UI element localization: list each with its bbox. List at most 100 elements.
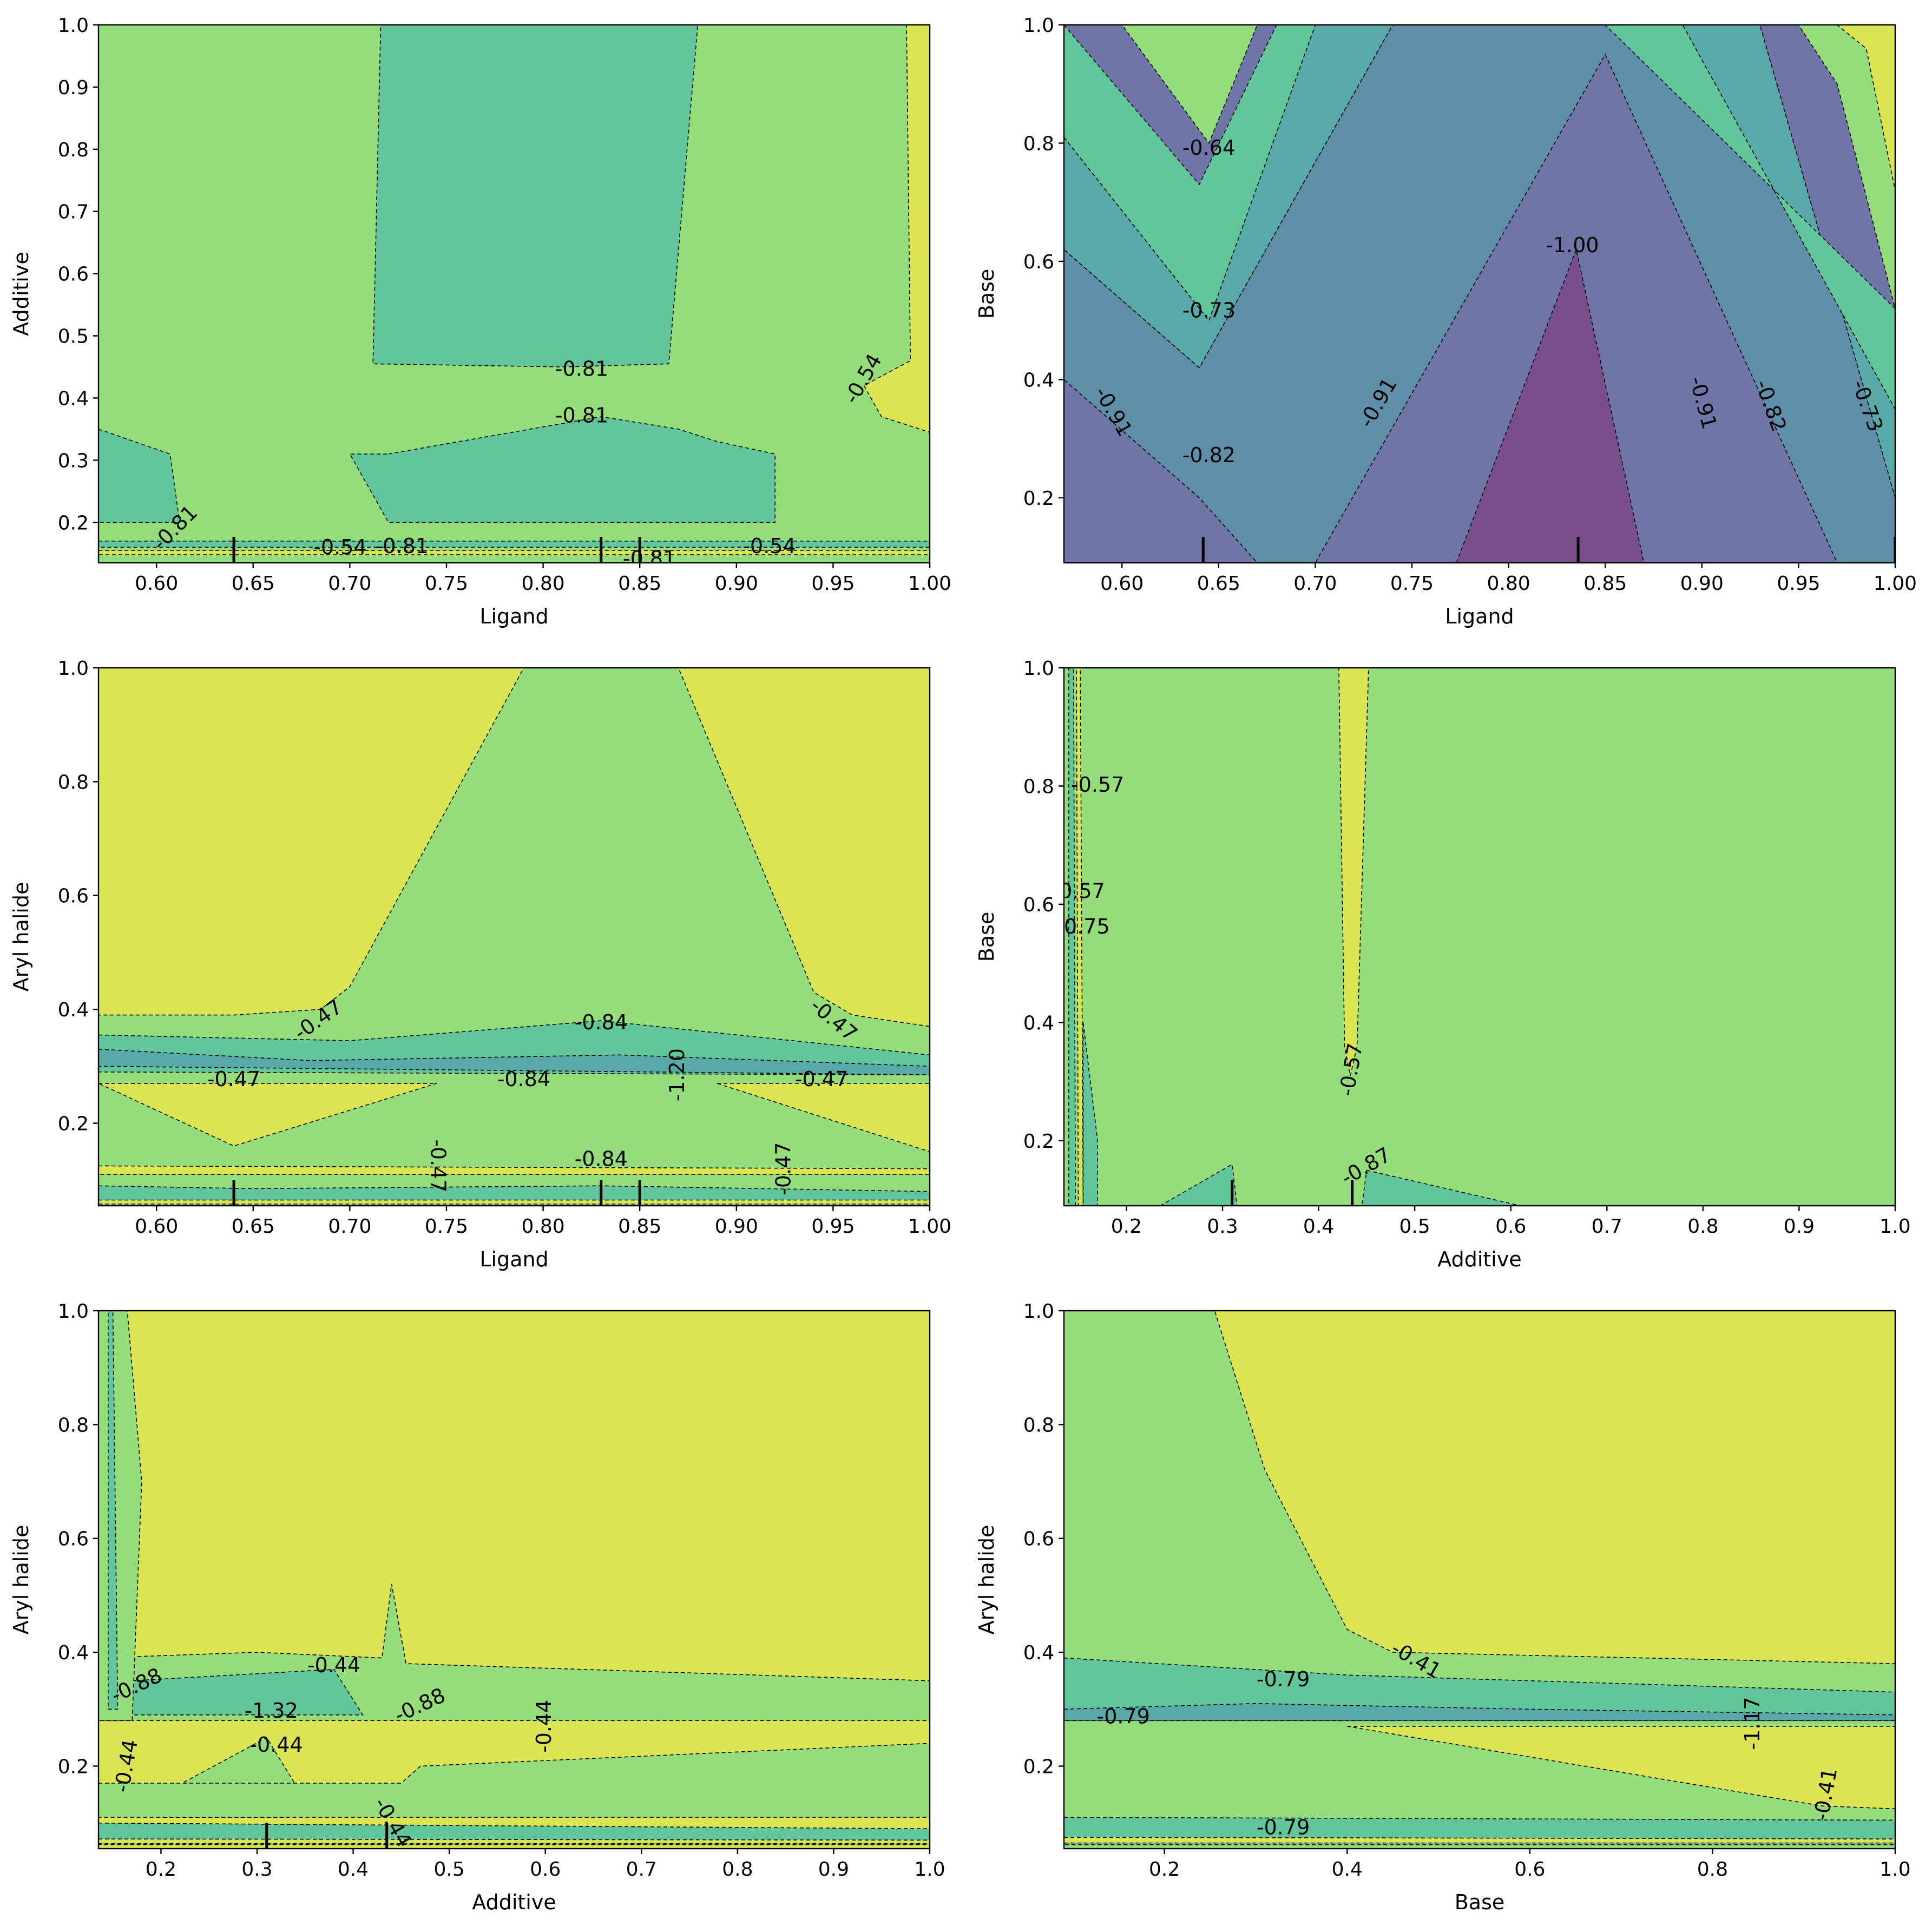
x-tick-label: 0.65 — [232, 1215, 275, 1238]
contour-region-7 — [1456, 249, 1644, 563]
y-tick-label: 0.3 — [58, 450, 89, 472]
x-tick-label: 0.95 — [811, 1215, 855, 1238]
contour-label-3: -0.75 — [1056, 915, 1109, 938]
contour-line-6 — [1082, 1022, 1098, 1206]
contour-region-9 — [98, 1200, 930, 1204]
y-tick-label: 0.6 — [1023, 1528, 1054, 1550]
x-tick-label: 0.6 — [1514, 1858, 1545, 1881]
x-tick-label: 1.0 — [914, 1858, 945, 1881]
x-tick-label: 0.80 — [522, 573, 565, 595]
y-tick-label: 0.2 — [1023, 1756, 1054, 1778]
contour-line-7 — [1456, 248, 1645, 563]
plot-area: -0.57-0.57-0.75-0.57-0.87 — [1056, 668, 1895, 1206]
contour-region-5 — [98, 541, 930, 548]
contour-line-2 — [1064, 1657, 1895, 1721]
y-tick-label: 1.0 — [1023, 658, 1054, 680]
x-tick-label: 0.7 — [626, 1858, 657, 1881]
x-tick-label: 0.90 — [715, 1215, 758, 1238]
contour-label-3: -1.32 — [245, 1699, 298, 1723]
x-tick-label: 0.5 — [1399, 1215, 1430, 1238]
contour-region-6 — [1083, 1022, 1098, 1206]
contour-label-2: -0.79 — [1257, 1667, 1310, 1691]
contour-region-5 — [1798, 25, 1895, 309]
plot-area: -0.47 -0.84 -0.47 -0.47 -0.84 -1.20 -0.47 -0.84… — [98, 668, 930, 1206]
contour-label-8: -0.81 — [623, 547, 676, 570]
x-tick-label: 0.85 — [618, 573, 661, 595]
y-tick-label: 0.6 — [1023, 251, 1054, 273]
contour-panel-6: -0.41-0.79-0.79 -1.17-0.41-0.790.2 0.4 0.6 0… — [975, 1300, 1911, 1914]
y-axis-label: Additive — [9, 252, 33, 336]
contour-panel-1: -0.81-0.81-0.54-0.81 -0.54 -0.81 -0.54-0.81… — [9, 15, 951, 628]
contour-panel-4: -0.57-0.57-0.75-0.57-0.870.2 0.3 0.4 0.5 0.6… — [975, 658, 1911, 1271]
y-tick-label: 0.8 — [58, 771, 89, 793]
contour-line-1 — [1338, 668, 1369, 1076]
contour-label-6: -0.79 — [1257, 1816, 1310, 1839]
contour-line-3 — [1064, 25, 1895, 410]
y-tick-label: 0.6 — [1023, 894, 1054, 916]
x-tick-label: 0.8 — [1697, 1858, 1728, 1881]
contour-panel-2: -0.64-0.73-1.00-0.91-0.82-0.91 -0.91 -0.82… — [975, 15, 1917, 628]
x-tick-label: 0.8 — [722, 1858, 753, 1881]
contour-panel-5: -0.44-0.88-1.32 -0.88 -0.44-0.44-0.44-0.44… — [9, 1300, 945, 1914]
y-tick-label: 0.4 — [1023, 1012, 1054, 1034]
contour-label-3: -0.79 — [1097, 1705, 1150, 1729]
x-tick-label: 0.70 — [1293, 573, 1337, 595]
x-tick-label: 0.3 — [241, 1858, 272, 1881]
x-tick-label: 0.95 — [1777, 573, 1820, 595]
x-tick-label: 0.80 — [522, 1215, 565, 1238]
contour-line-5 — [1064, 1817, 1895, 1845]
contour-line-3 — [1064, 1703, 1895, 1721]
contour-line-1 — [1064, 25, 1895, 563]
contour-region-4 — [98, 1743, 930, 1818]
y-tick-label: 0.4 — [1023, 369, 1054, 391]
x-tick-label: 1.00 — [908, 573, 951, 595]
x-tick-label: 1.0 — [1880, 1215, 1910, 1238]
contour-line-7 — [98, 1822, 930, 1845]
contour-line-4 — [1068, 668, 1076, 1206]
contour-line-2 — [1159, 1164, 1238, 1206]
x-tick-label: 0.85 — [1583, 573, 1627, 595]
contour-region-8 — [98, 1186, 930, 1202]
y-tick-label: 0.2 — [58, 512, 89, 534]
contour-line-2 — [98, 429, 180, 523]
contour-region-1 — [1064, 25, 1895, 563]
contour-region-1 — [373, 25, 698, 367]
x-axis-label: Base — [1455, 1890, 1505, 1914]
x-tick-label: 0.9 — [818, 1858, 849, 1881]
y-tick-label: 0.5 — [58, 326, 89, 348]
contour-line-7 — [98, 1165, 930, 1175]
contour-region-6 — [1837, 25, 1895, 190]
x-tick-label: 0.85 — [618, 1215, 661, 1238]
contour-label-1: -0.81 — [555, 357, 608, 380]
x-tick-label: 0.8 — [1687, 1215, 1718, 1238]
x-tick-label: 0.4 — [1332, 1858, 1363, 1881]
plot-area: -0.44-0.88-1.32 -0.88 -0.44-0.44-0.44-0.44 — [98, 1311, 930, 1849]
x-axis-label: Additive — [472, 1890, 556, 1914]
contour-label-2: -0.84 — [575, 1010, 628, 1034]
y-tick-label: 0.8 — [58, 139, 89, 161]
x-tick-label: 0.65 — [232, 573, 275, 595]
contour-line-6 — [108, 1311, 119, 1710]
y-tick-label: 0.6 — [58, 1528, 89, 1550]
x-tick-label: 0.3 — [1207, 1215, 1238, 1238]
contour-line-4 — [1064, 25, 1258, 144]
plot-area: -0.81-0.81-0.54-0.81 -0.54 -0.81 -0.54-0.81 — [98, 25, 930, 570]
contour-label-6: -0.44 — [249, 1733, 303, 1757]
contour-line-6 — [98, 550, 930, 555]
contour-region-3 — [1064, 1703, 1895, 1721]
x-tick-label: 0.95 — [811, 573, 855, 595]
x-axis-label: Ligand — [479, 1247, 548, 1271]
contour-label-7: -0.47 — [795, 1067, 848, 1091]
contour-label-1: -0.44 — [307, 1653, 360, 1677]
contour-region-2 — [98, 429, 180, 523]
contour-region-6 — [98, 550, 930, 555]
contour-line-1 — [372, 25, 699, 367]
contour-line-3 — [1361, 1169, 1521, 1206]
x-axis-label: Additive — [1437, 1247, 1521, 1271]
contour-region-2 — [1160, 1164, 1237, 1206]
axes-frame — [97, 1310, 931, 1850]
x-tick-label: 0.2 — [146, 1858, 176, 1881]
x-tick-label: 0.75 — [1390, 573, 1434, 595]
x-tick-label: 1.00 — [908, 1215, 951, 1238]
x-tick-label: 0.60 — [1100, 573, 1144, 595]
